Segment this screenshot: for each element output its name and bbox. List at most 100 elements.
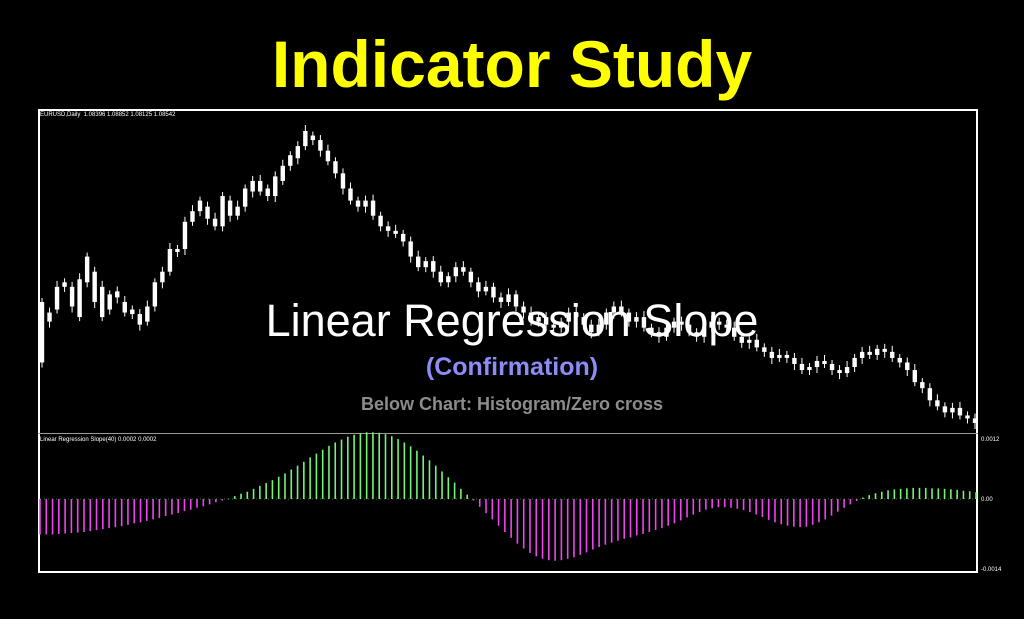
histogram-bar xyxy=(761,499,764,517)
candle-body xyxy=(190,211,195,222)
candle-body xyxy=(303,131,308,147)
candle-body xyxy=(844,367,850,374)
histogram-bar xyxy=(962,490,965,499)
candle-body xyxy=(912,370,918,383)
histogram-bar xyxy=(535,499,538,557)
histogram-bar xyxy=(233,496,236,499)
histogram-bar xyxy=(893,489,896,499)
histogram-bar xyxy=(76,499,79,533)
candle-body xyxy=(957,407,963,416)
histogram-bar xyxy=(504,499,506,533)
candle-body xyxy=(453,267,459,277)
indicator-header: Linear Regression Slope(40) 0.0002 0.000… xyxy=(40,437,157,443)
histogram-bar xyxy=(968,491,971,499)
candle-body xyxy=(664,327,669,337)
candle-body xyxy=(543,317,549,325)
histogram-bar xyxy=(158,499,161,518)
histogram-bar xyxy=(560,499,563,561)
histogram-bar xyxy=(45,499,48,535)
histogram-bar xyxy=(767,499,770,520)
histogram-bar xyxy=(755,499,757,515)
histogram-bar xyxy=(723,499,726,508)
histogram-bar xyxy=(805,499,808,527)
histogram-bar xyxy=(378,432,381,499)
candle-body xyxy=(250,180,255,192)
histogram-bar xyxy=(259,485,261,499)
histogram-bar xyxy=(661,499,663,529)
histogram-bar xyxy=(422,455,424,499)
candle-body xyxy=(385,226,391,231)
candle-body xyxy=(581,317,586,325)
histogram-bar xyxy=(497,499,500,526)
histogram-bar xyxy=(390,436,393,499)
candle-body xyxy=(686,324,692,333)
candle-body xyxy=(47,312,52,322)
histogram-bar xyxy=(811,499,814,525)
candle-body xyxy=(318,140,323,151)
candle-body xyxy=(859,351,865,358)
overlay-note: Below Chart: Histogram/Zero cross xyxy=(360,394,664,414)
candle-body xyxy=(716,321,722,325)
candle-body xyxy=(446,276,451,283)
candle-body xyxy=(754,339,759,348)
histogram-bar xyxy=(774,499,776,523)
candle-body xyxy=(829,363,835,371)
histogram-bar xyxy=(793,499,795,527)
histogram-bar xyxy=(862,497,864,499)
candle-body xyxy=(130,309,135,315)
histogram-bar xyxy=(447,477,450,499)
candle-body xyxy=(739,336,744,343)
histogram-bar xyxy=(717,499,720,508)
candle-body xyxy=(656,332,662,337)
histogram-bar xyxy=(635,499,638,536)
chart-frame xyxy=(38,109,978,573)
page-title: Indicator Study xyxy=(271,27,753,101)
candle-body xyxy=(589,324,594,333)
histogram-bar xyxy=(428,460,431,499)
histogram-bar xyxy=(133,499,136,524)
candle-body xyxy=(521,306,526,313)
histogram-bar xyxy=(183,499,186,512)
histogram-bar xyxy=(271,480,274,499)
histogram-bar xyxy=(830,499,833,516)
histogram-bar xyxy=(874,493,877,499)
histogram-bar xyxy=(592,499,594,550)
candle-body xyxy=(679,321,684,325)
histogram-bar xyxy=(434,465,437,499)
candle-body xyxy=(69,286,75,307)
histogram-bar xyxy=(673,499,676,524)
histogram-bar xyxy=(321,449,324,499)
histogram-bar xyxy=(705,499,707,510)
histogram-bar xyxy=(208,499,211,505)
histogram-bar xyxy=(353,434,355,499)
histogram-bar xyxy=(453,482,456,499)
candle-body xyxy=(890,351,895,358)
candle-body xyxy=(431,261,436,272)
histogram-bar xyxy=(529,499,531,553)
histogram-bar xyxy=(510,499,512,538)
candle-body xyxy=(280,165,285,181)
histogram-bar xyxy=(642,499,644,534)
histogram-bar xyxy=(912,487,914,499)
candle-body xyxy=(920,382,925,389)
histogram-bar xyxy=(340,439,343,499)
candle-body xyxy=(558,321,564,328)
histogram-bar xyxy=(799,499,801,528)
candle-body xyxy=(54,286,60,310)
histogram-bar xyxy=(290,469,293,499)
candle-body xyxy=(423,261,428,268)
histogram-bar xyxy=(711,499,713,509)
histogram-bar xyxy=(384,434,387,499)
candle-body xyxy=(694,332,699,337)
histogram-bar xyxy=(51,499,54,535)
candle-body xyxy=(84,256,90,283)
histogram-bar xyxy=(145,499,148,521)
indicator-ylabel-zero: 0.00 xyxy=(981,497,993,503)
histogram-bar xyxy=(472,499,475,501)
histogram-bar xyxy=(221,499,223,501)
subwindow-separator xyxy=(38,433,978,434)
histogram-bar xyxy=(786,499,789,526)
histogram-bar xyxy=(265,483,267,499)
histogram-bar xyxy=(309,457,311,499)
candle-body xyxy=(220,196,225,227)
